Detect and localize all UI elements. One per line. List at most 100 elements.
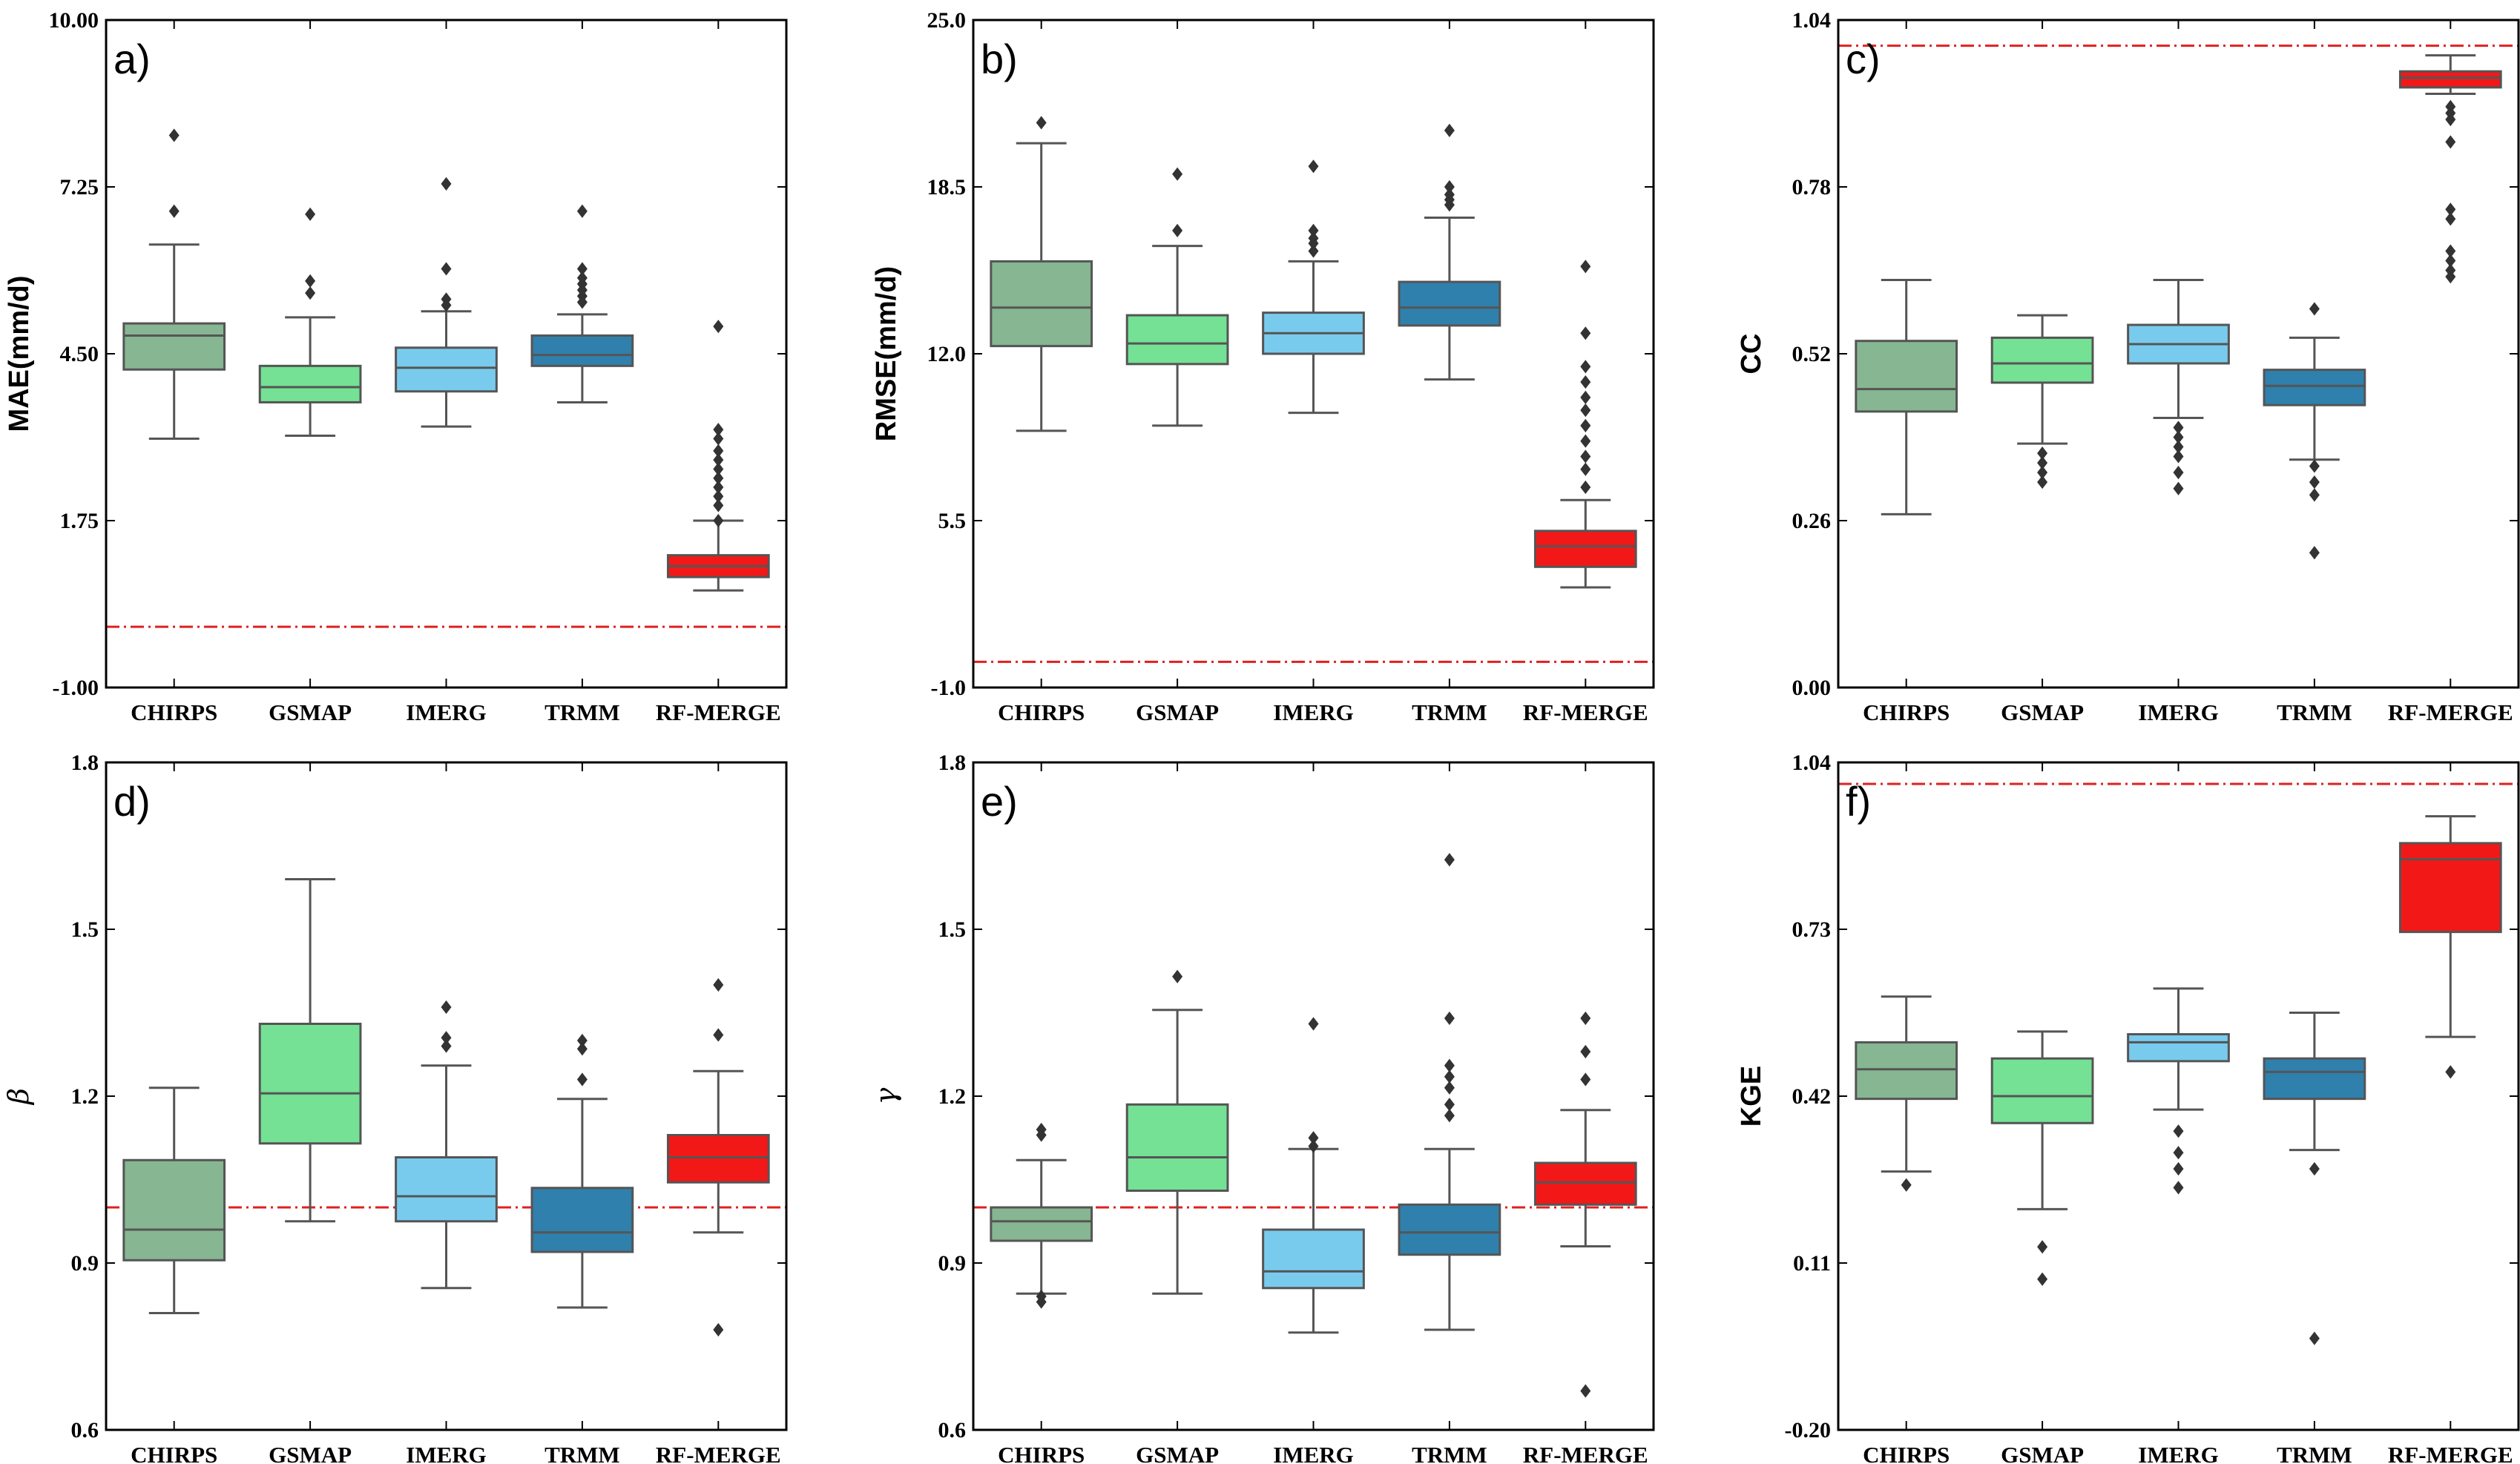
flier-point [441, 1039, 452, 1053]
y-tick-label: 0.26 [1792, 509, 1832, 533]
category-label: GSMAP [269, 1442, 352, 1464]
category-label: IMERG [2138, 699, 2219, 725]
category-label: RF-MERGE [656, 1442, 781, 1464]
flier-point [168, 128, 180, 142]
flier-point [1444, 123, 1455, 137]
flier-point [2445, 135, 2456, 149]
flier-point [2309, 546, 2320, 560]
y-tick-label: 18.5 [927, 175, 967, 200]
panel-f: CHIRPS GSMAP IMERG TRMM RF-MERGE -0.20 0.11 0.4… [1736, 751, 2520, 1464]
flier-point [713, 977, 724, 992]
panel-e: CHIRPS GSMAP IMERG TRMM RF-MERGE 0.6 0.9 1.2 1.5… [869, 751, 1655, 1464]
y-tick-label: 0.00 [1792, 676, 1832, 700]
flier-point [713, 462, 724, 476]
flier-point [1580, 390, 1591, 404]
category-label: TRMM [1412, 1442, 1487, 1464]
flier-point [441, 292, 452, 306]
flier-point [713, 320, 724, 334]
flier-point [2445, 263, 2456, 277]
box-imerg [395, 1000, 498, 1290]
iqr-box [1398, 1203, 1501, 1256]
category-label: CHIRPS [1863, 1442, 1950, 1464]
flier-point [1444, 179, 1455, 194]
panel-letter: e) [981, 778, 1018, 825]
flier-point [1172, 223, 1183, 237]
category-label: CHIRPS [1863, 699, 1950, 725]
y-tick-label: 7.25 [60, 175, 99, 200]
flier-point [713, 489, 724, 504]
category-label: TRMM [545, 699, 620, 725]
box-rf-merge [666, 977, 770, 1337]
category-label: GSMAP [1136, 1442, 1219, 1464]
y-tick-label: 0.6 [71, 1418, 99, 1442]
y-tick-label: 1.5 [71, 917, 99, 942]
box-gsmap [1125, 167, 1229, 427]
iqr-box [2127, 1033, 2230, 1063]
panel-b: CHIRPS GSMAP IMERG TRMM RF-MERGE -1.0 5.5 12.0 1… [871, 8, 1655, 725]
flier-point [1580, 1044, 1591, 1059]
iqr-box [2398, 842, 2502, 934]
flier-point [576, 1072, 588, 1087]
category-label: GSMAP [2001, 699, 2084, 725]
y-tick-label: 4.50 [60, 342, 99, 366]
box-trmm [1398, 123, 1501, 381]
category-label: CHIRPS [131, 699, 217, 725]
y-tick-label: -0.20 [1785, 1418, 1832, 1442]
y-tick-label: 0.73 [1792, 917, 1832, 942]
category-label: CHIRPS [998, 699, 1085, 725]
iqr-box [395, 346, 498, 393]
flier-point [1308, 1131, 1319, 1145]
panel-letter: d) [114, 778, 151, 825]
flier-point [2309, 488, 2320, 502]
flier-point [2037, 475, 2048, 489]
flier-point [1580, 375, 1591, 389]
y-axis-label: RMSE(mm/d) [871, 266, 902, 441]
box-chirps [1855, 278, 1958, 515]
flier-point [305, 274, 316, 288]
flier-point [2173, 465, 2184, 480]
flier-point [2037, 1240, 2048, 1254]
flier-point [2037, 456, 2048, 470]
flier-point [1308, 1017, 1319, 1031]
panel-letter: b) [981, 36, 1018, 82]
flier-point [2173, 1124, 2184, 1138]
box-trmm [2263, 1012, 2366, 1345]
category-label: TRMM [1412, 699, 1487, 725]
flier-point [2037, 465, 2048, 480]
iqr-box [1990, 336, 2094, 384]
iqr-box [2398, 70, 2502, 89]
iqr-box [1398, 280, 1501, 327]
y-axis-label: β [2, 1088, 35, 1106]
category-label: IMERG [406, 1442, 487, 1464]
iqr-box [990, 1206, 1093, 1242]
box-imerg [1262, 159, 1365, 415]
flier-point [1444, 1011, 1455, 1026]
category-label: RF-MERGE [2388, 699, 2513, 725]
iqr-box [1262, 1228, 1365, 1290]
y-tick-label: 1.75 [60, 509, 99, 533]
y-tick-label: 1.04 [1792, 8, 1832, 33]
iqr-box [395, 1156, 498, 1223]
iqr-box [258, 364, 362, 403]
box-rf-merge [1533, 260, 1637, 589]
flier-point [2309, 475, 2320, 489]
y-tick-label: -1.0 [931, 676, 967, 700]
flier-point [2173, 440, 2184, 454]
y-tick-label: 25.0 [927, 8, 967, 33]
iqr-box [122, 1158, 226, 1262]
iqr-box [1125, 1103, 1229, 1192]
y-tick-label: 0.9 [938, 1251, 967, 1276]
iqr-box [1533, 1161, 1637, 1206]
flier-point [441, 1000, 452, 1015]
flier-point [713, 444, 724, 458]
iqr-box [990, 260, 1093, 348]
flier-point [1444, 1109, 1455, 1123]
flier-point [1036, 1289, 1047, 1304]
box-imerg [2127, 987, 2230, 1195]
y-tick-label: 1.04 [1792, 751, 1832, 775]
flier-point [2445, 1065, 2456, 1079]
flier-point [2037, 446, 2048, 461]
flier-point [713, 1322, 724, 1337]
flier-point [2173, 1161, 2184, 1176]
